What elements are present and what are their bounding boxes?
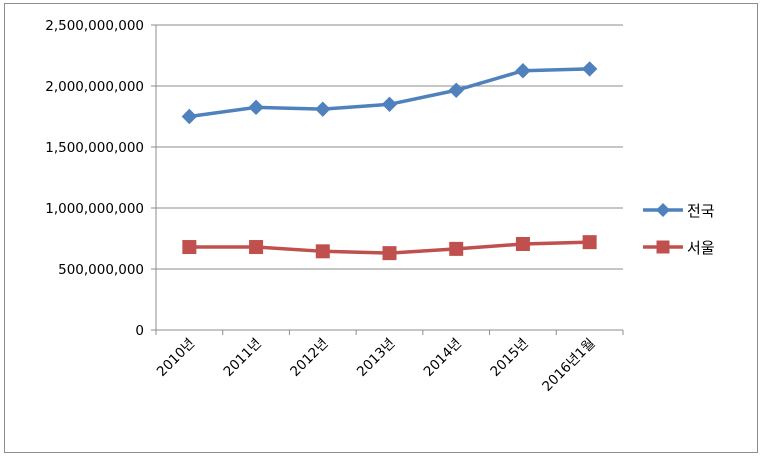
x-tick-label: 2010년 bbox=[154, 336, 198, 380]
x-tick-label: 2012년 bbox=[287, 336, 331, 380]
axes bbox=[151, 24, 624, 335]
x-tick-label: 2016년1월 bbox=[539, 336, 598, 395]
y-tick-label: 1,000,000,000 bbox=[45, 201, 144, 217]
data-point bbox=[449, 241, 464, 256]
x-tick-label: 2011년 bbox=[221, 336, 265, 380]
data-point bbox=[581, 61, 598, 77]
legend-label: 서울 bbox=[687, 239, 715, 257]
y-tick-label: 500,000,000 bbox=[58, 262, 144, 278]
y-axis-tick-labels: 0 500,000,000 1,000,000,000 1,500,000,000 2,… bbox=[45, 18, 144, 339]
series bbox=[181, 61, 598, 261]
x-tick-label: 2015년 bbox=[487, 336, 531, 380]
y-tick-label: 0 bbox=[135, 323, 144, 339]
data-point bbox=[515, 236, 530, 251]
gridlines bbox=[156, 24, 623, 270]
y-tick-label: 2,500,000,000 bbox=[45, 18, 144, 34]
y-tick-label: 2,000,000,000 bbox=[45, 79, 144, 95]
data-point bbox=[182, 240, 197, 255]
data-point bbox=[181, 108, 198, 125]
y-tick-label: 1,500,000,000 bbox=[45, 140, 144, 156]
legend-marker bbox=[656, 203, 670, 217]
data-point bbox=[315, 244, 330, 259]
x-tick-label: 2013년 bbox=[354, 336, 398, 380]
data-point bbox=[248, 99, 264, 116]
data-point bbox=[448, 82, 464, 98]
data-point bbox=[515, 63, 531, 79]
data-point bbox=[249, 240, 264, 255]
data-point bbox=[582, 235, 597, 250]
x-axis-tick-labels: 2010년 2011년 2012년 2013년 2014년 2015년 2016년1월 bbox=[154, 336, 599, 395]
data-point bbox=[315, 101, 331, 117]
legend-marker bbox=[656, 240, 670, 254]
x-tick-label: 2014년 bbox=[421, 336, 465, 380]
data-point bbox=[381, 96, 398, 113]
chart-frame: 0 500,000,000 1,000,000,000 1,500,000,000 2,… bbox=[4, 3, 758, 453]
legend-label: 전국 bbox=[687, 202, 715, 220]
data-point bbox=[382, 246, 397, 261]
line-chart: 0 500,000,000 1,000,000,000 1,500,000,000 2,… bbox=[45, 18, 715, 395]
